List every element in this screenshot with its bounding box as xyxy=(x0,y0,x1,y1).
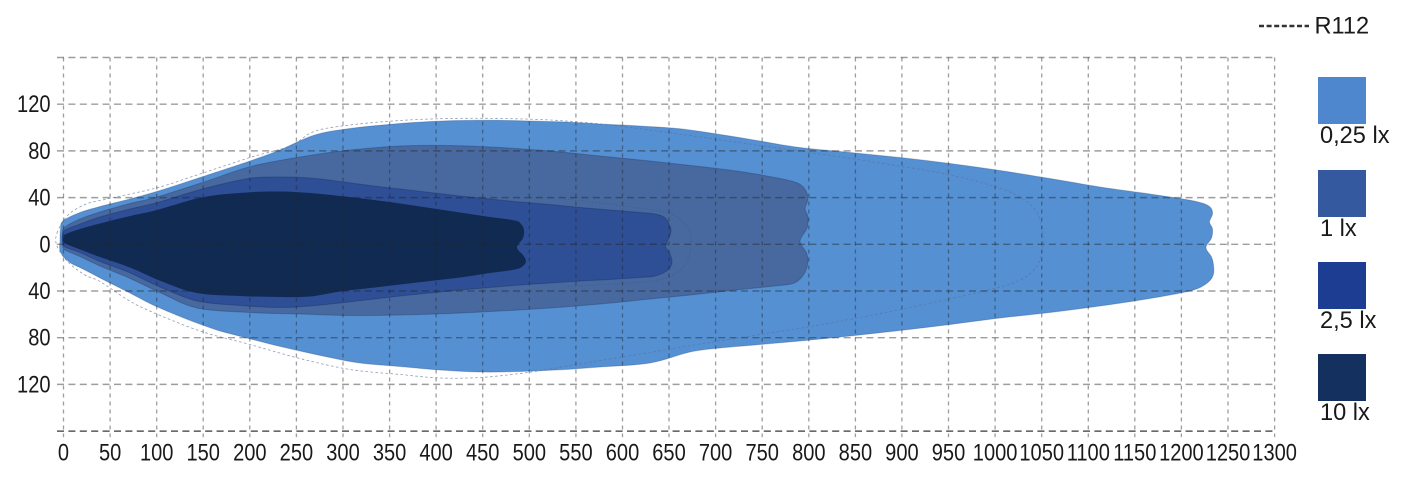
svg-text:700: 700 xyxy=(699,439,732,466)
svg-text:2,5 lx: 2,5 lx xyxy=(1320,308,1377,334)
svg-text:10 lx: 10 lx xyxy=(1320,400,1370,426)
svg-text:350: 350 xyxy=(373,439,406,466)
svg-text:650: 650 xyxy=(652,439,685,466)
svg-text:1300: 1300 xyxy=(1252,439,1297,466)
svg-text:0: 0 xyxy=(58,439,69,466)
svg-text:1 lx: 1 lx xyxy=(1320,216,1357,242)
svg-text:80: 80 xyxy=(28,324,50,351)
svg-text:500: 500 xyxy=(513,439,546,466)
svg-text:450: 450 xyxy=(466,439,499,466)
svg-text:1100: 1100 xyxy=(1067,439,1110,466)
svg-text:250: 250 xyxy=(280,439,313,466)
svg-text:40: 40 xyxy=(28,184,50,211)
svg-text:1200: 1200 xyxy=(1159,439,1204,466)
svg-text:0: 0 xyxy=(39,231,50,258)
svg-text:900: 900 xyxy=(885,439,918,466)
svg-text:150: 150 xyxy=(186,439,219,466)
svg-text:1000: 1000 xyxy=(973,439,1018,466)
svg-text:950: 950 xyxy=(932,439,965,466)
svg-text:80: 80 xyxy=(28,137,50,164)
svg-text:400: 400 xyxy=(419,439,452,466)
svg-text:200: 200 xyxy=(233,439,266,466)
svg-text:850: 850 xyxy=(839,439,872,466)
svg-text:550: 550 xyxy=(559,439,592,466)
svg-text:750: 750 xyxy=(745,439,778,466)
svg-text:50: 50 xyxy=(99,439,121,466)
svg-text:1050: 1050 xyxy=(1019,439,1064,466)
svg-text:800: 800 xyxy=(792,439,825,466)
svg-text:40: 40 xyxy=(28,277,50,304)
svg-text:600: 600 xyxy=(606,439,639,466)
svg-text:100: 100 xyxy=(140,439,173,466)
svg-text:0,25 lx: 0,25 lx xyxy=(1320,123,1390,149)
svg-text:R112: R112 xyxy=(1315,14,1370,40)
svg-text:300: 300 xyxy=(326,439,359,466)
svg-text:120: 120 xyxy=(17,371,50,398)
svg-text:1250: 1250 xyxy=(1206,439,1251,466)
svg-text:1150: 1150 xyxy=(1113,439,1156,466)
svg-text:120: 120 xyxy=(17,91,50,118)
